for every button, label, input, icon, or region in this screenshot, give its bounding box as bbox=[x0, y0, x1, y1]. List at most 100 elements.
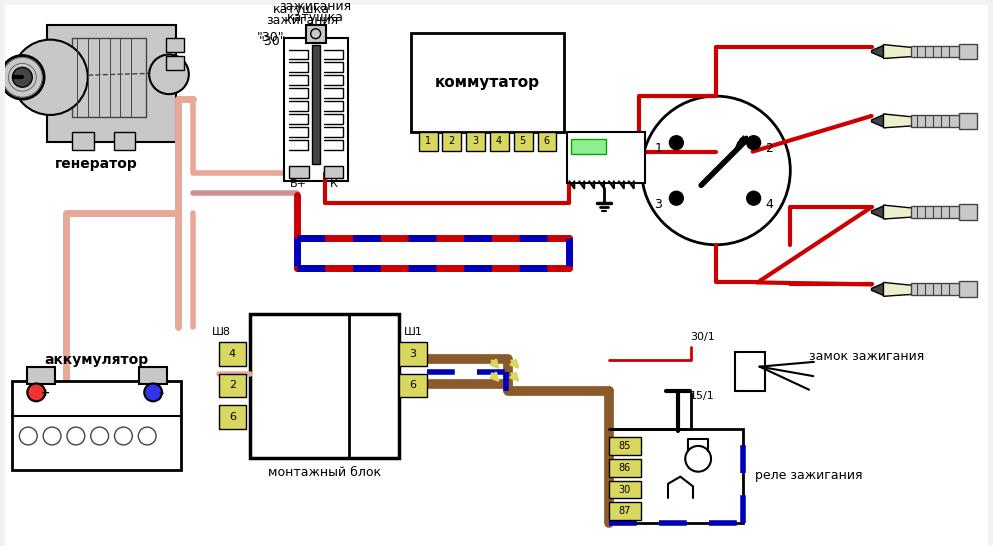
Circle shape bbox=[144, 383, 162, 401]
Bar bbox=[467, 132, 486, 151]
Polygon shape bbox=[884, 114, 914, 128]
Bar bbox=[218, 373, 246, 397]
Bar bbox=[912, 45, 961, 57]
Text: 3: 3 bbox=[654, 198, 662, 211]
Bar bbox=[306, 25, 326, 43]
Text: 15/1: 15/1 bbox=[690, 391, 715, 401]
Text: реле зажигания: реле зажигания bbox=[755, 469, 862, 482]
Text: катушка: катушка bbox=[287, 11, 345, 25]
Text: 6: 6 bbox=[229, 412, 236, 422]
Circle shape bbox=[149, 55, 189, 94]
Text: 1: 1 bbox=[654, 142, 662, 155]
Circle shape bbox=[747, 136, 761, 150]
Bar bbox=[284, 38, 349, 181]
Text: коммутатор: коммутатор bbox=[435, 75, 539, 90]
Bar bbox=[71, 38, 146, 117]
Text: 5: 5 bbox=[519, 136, 526, 146]
Bar bbox=[609, 429, 743, 523]
Text: 3: 3 bbox=[472, 136, 479, 146]
Bar bbox=[609, 459, 640, 477]
Circle shape bbox=[669, 191, 683, 205]
Bar bbox=[13, 381, 181, 470]
Text: катушка: катушка bbox=[273, 3, 331, 16]
Circle shape bbox=[685, 446, 711, 472]
Bar bbox=[912, 115, 961, 127]
Polygon shape bbox=[884, 282, 914, 296]
Text: генератор: генератор bbox=[56, 157, 138, 170]
Text: 2: 2 bbox=[228, 381, 236, 390]
Bar bbox=[443, 132, 462, 151]
Polygon shape bbox=[884, 205, 914, 219]
Bar bbox=[399, 373, 427, 397]
Circle shape bbox=[13, 67, 32, 87]
Bar bbox=[218, 405, 246, 429]
Bar bbox=[113, 132, 135, 150]
Bar bbox=[27, 367, 55, 384]
Bar bbox=[959, 204, 976, 220]
Bar bbox=[912, 283, 961, 295]
Bar bbox=[513, 132, 532, 151]
Bar bbox=[735, 352, 765, 391]
Bar bbox=[609, 502, 640, 520]
Bar bbox=[250, 314, 399, 458]
Circle shape bbox=[641, 96, 790, 245]
Bar bbox=[166, 38, 184, 51]
Circle shape bbox=[138, 427, 156, 445]
Bar bbox=[289, 167, 309, 179]
Text: Ш8: Ш8 bbox=[212, 327, 230, 337]
Bar bbox=[399, 342, 427, 366]
Text: аккумулятор: аккумулятор bbox=[45, 353, 149, 367]
Bar bbox=[912, 206, 961, 218]
Text: "30": "30" bbox=[257, 31, 285, 44]
Circle shape bbox=[669, 136, 683, 150]
Circle shape bbox=[90, 427, 108, 445]
Bar bbox=[166, 56, 184, 70]
Bar bbox=[609, 480, 640, 498]
Polygon shape bbox=[872, 282, 886, 296]
Text: 2: 2 bbox=[448, 136, 455, 146]
Polygon shape bbox=[872, 45, 886, 58]
Text: 86: 86 bbox=[619, 462, 631, 473]
Bar bbox=[491, 132, 508, 151]
Text: зажигания: зажигания bbox=[266, 14, 338, 27]
Bar bbox=[609, 437, 640, 455]
Circle shape bbox=[13, 40, 87, 115]
Polygon shape bbox=[872, 205, 886, 219]
Circle shape bbox=[20, 427, 37, 445]
Text: монтажный блок: монтажный блок bbox=[268, 466, 381, 479]
Text: -: - bbox=[159, 387, 164, 400]
Bar bbox=[411, 33, 564, 132]
Text: 30: 30 bbox=[619, 484, 631, 495]
Text: Ш1: Ш1 bbox=[404, 327, 423, 337]
Bar bbox=[139, 367, 167, 384]
Text: 6: 6 bbox=[409, 381, 416, 390]
Polygon shape bbox=[884, 45, 914, 58]
Circle shape bbox=[43, 427, 61, 445]
Text: 6: 6 bbox=[543, 136, 549, 146]
Text: 2: 2 bbox=[766, 142, 774, 155]
Bar bbox=[47, 25, 176, 142]
Polygon shape bbox=[872, 114, 886, 128]
Bar bbox=[312, 45, 320, 163]
Text: "30": "30" bbox=[259, 35, 287, 48]
Text: Б+: Б+ bbox=[290, 179, 307, 189]
Text: зажигания: зажигания bbox=[280, 1, 352, 14]
Text: замок зажигания: замок зажигания bbox=[809, 350, 924, 363]
Text: 4: 4 bbox=[766, 198, 774, 211]
Text: 4: 4 bbox=[496, 136, 502, 146]
Bar bbox=[71, 132, 93, 150]
Text: +: + bbox=[41, 388, 50, 399]
Bar bbox=[571, 139, 606, 153]
Bar bbox=[324, 167, 344, 179]
Text: 4: 4 bbox=[228, 349, 236, 359]
Text: 30/1: 30/1 bbox=[690, 332, 715, 342]
Circle shape bbox=[67, 427, 84, 445]
Bar bbox=[567, 132, 644, 183]
Circle shape bbox=[114, 427, 132, 445]
Polygon shape bbox=[734, 136, 744, 152]
Circle shape bbox=[311, 29, 321, 39]
Bar bbox=[959, 113, 976, 129]
Bar bbox=[419, 132, 438, 151]
Circle shape bbox=[27, 383, 45, 401]
Text: К: К bbox=[330, 179, 338, 189]
